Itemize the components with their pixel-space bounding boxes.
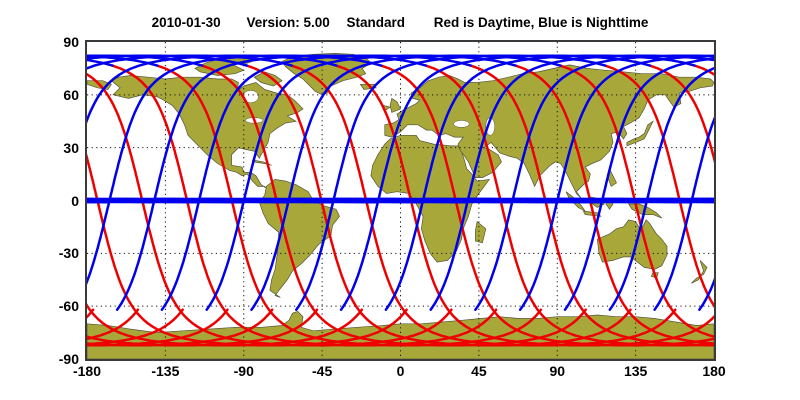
y-tick-60: 60 [63,86,79,103]
world-map-ground-tracks-svg [87,42,714,359]
nighttime-ground-track [87,199,335,311]
y-tick--60: -60 [58,298,79,315]
nighttime-ground-track [198,54,714,203]
x-tick--90: -90 [233,363,254,379]
lake-black-sea [453,120,470,128]
x-tick--180: -180 [72,363,102,379]
x-tick-0: 0 [396,363,405,379]
nighttime-ground-track [87,58,469,311]
nighttime-ground-track [287,54,714,203]
nighttime-ground-track [87,54,693,311]
nighttime-ground-track [243,54,714,203]
nighttime-ground-track [87,200,200,311]
nighttime-ground-track [87,200,111,285]
nighttime-ground-track [556,54,714,201]
x-tick-45: 45 [471,363,487,379]
nighttime-ground-track [87,200,156,311]
y-tick-90: 90 [63,34,79,50]
daytime-ground-track [469,64,714,347]
nighttime-ground-track [466,54,714,202]
daytime-ground-track [87,308,184,346]
daytime-ground-track [559,64,714,338]
plot-frame [85,40,716,361]
nighttime-ground-track [87,200,245,311]
nighttime-ground-track [377,54,714,202]
x-tick-135: 135 [623,363,648,379]
title-product: Standard [346,15,406,30]
nighttime-ground-track [332,54,714,203]
landmass-madagascar [475,220,487,244]
nighttime-ground-track [87,54,648,311]
y-tick--30: -30 [58,245,79,262]
nighttime-ground-track [87,54,514,311]
nighttime-ground-track [87,54,603,311]
nighttime-ground-track [108,54,714,311]
nighttime-ground-track [87,54,559,311]
nighttime-ground-track [87,199,290,311]
landmass-japan [626,120,654,147]
daytime-ground-track [424,64,714,347]
nighttime-ground-track [511,54,714,202]
x-tick-180: 180 [702,363,726,379]
x-tick--45: -45 [312,363,333,379]
y-tick--90: -90 [58,351,79,367]
y-tick-0: 0 [71,192,79,209]
title-date: 2010-01-30 [151,15,221,30]
daytime-ground-track [379,64,714,347]
x-tick--135: -135 [151,363,180,379]
nighttime-ground-track [422,54,714,202]
nighttime-ground-track [87,199,380,311]
daytime-ground-track [648,64,714,164]
y-tick-30: 30 [63,139,79,156]
nighttime-ground-track [153,54,714,204]
landmass-new-zealand [691,260,708,284]
nighttime-ground-track [601,57,714,201]
title-version: Version: 5.00 [246,15,330,30]
nighttime-ground-track [690,116,714,201]
nighttime-ground-track [87,199,424,311]
title-legend-daytime-nighttime: Red is Daytime, Blue is Nighttime [433,15,649,30]
nighttime-ground-track [646,66,714,201]
landmass-great-britain [389,97,401,113]
chart-title: 2010-01-30 Version: 5.00 Standard Red is… [0,15,800,30]
x-tick-90: 90 [549,363,566,379]
daytime-ground-track [603,64,714,308]
